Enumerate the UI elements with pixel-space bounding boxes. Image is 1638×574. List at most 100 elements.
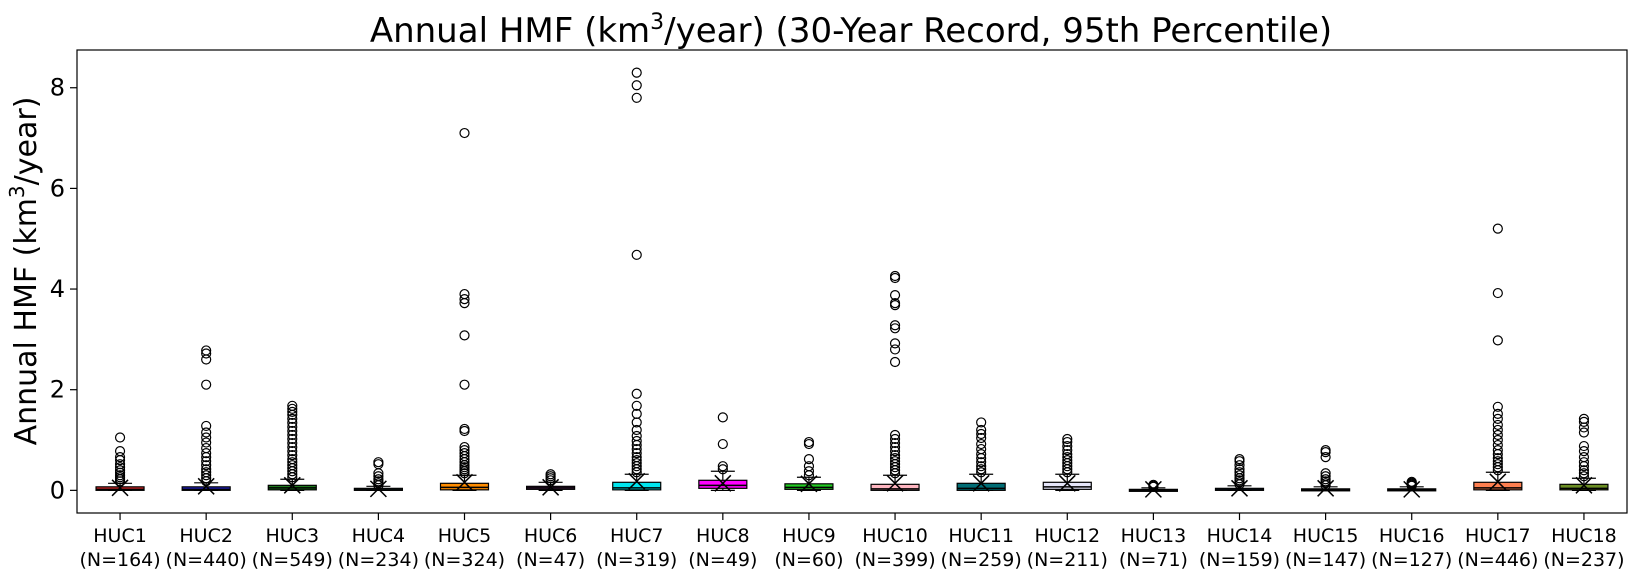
x-tick-label-name: HUC5 [438,525,492,547]
y-tick-label: 0 [50,476,65,504]
outlier-point [1492,459,1503,470]
outlier-point [1320,471,1331,482]
x-tick-label-name: HUC8 [696,525,750,547]
outlier-point [889,300,901,311]
outlier-point [287,406,298,417]
outlier-point [1578,457,1590,468]
outlier-point [1578,465,1590,476]
outlier-point [631,443,642,455]
outlier-point [1578,416,1590,428]
outlier-point [287,437,298,449]
x-tick-label-name: HUC3 [265,525,319,547]
mean-marker [1058,474,1076,492]
outlier-point [717,461,728,472]
mean-marker [800,475,818,493]
box [439,482,490,491]
outlier-point [201,442,212,454]
outlier-point [1234,464,1245,475]
x-tick-label-name: HUC1 [93,525,147,547]
outlier-point [1492,419,1503,431]
outlier-point [1320,468,1331,479]
x-tick-label-name: HUC15 [1293,525,1359,547]
outlier-point [717,464,728,475]
mean-marker [1575,476,1593,494]
outlier-point [1492,223,1503,234]
outlier-point [717,438,728,450]
outlier-point [976,417,987,428]
mean-marker [972,474,990,492]
outlier-point [1492,453,1503,464]
x-tick-label-count: (N=164) [79,549,160,571]
outlier-point [459,441,470,453]
outlier-point [1234,470,1245,481]
x-tick-label-name: HUC2 [179,525,233,547]
outlier-point [631,452,642,463]
x-tick-label-name: HUC6 [524,525,578,547]
outlier-point [201,456,212,467]
x-tick-label-count: (N=60) [774,549,843,571]
x-tick-label-count: (N=440) [166,549,247,571]
outlier-point [373,459,384,470]
axes-frame [76,49,1628,514]
x-tick-label-name: HUC10 [862,525,928,547]
outlier-point [889,450,901,461]
outlier-point [717,412,728,423]
outlier-point [114,452,126,463]
outlier-point [1234,454,1245,465]
mean-marker [714,474,732,492]
outlier-point [287,413,298,424]
outlier-point [1062,455,1073,466]
x-tick-label-name: HUC18 [1551,525,1617,547]
y-tick-label: 8 [50,74,65,102]
outlier-point [889,429,901,441]
outlier-point [889,445,901,457]
outlier-point [1492,439,1503,451]
outlier-point [1492,401,1503,412]
outlier-point [201,470,212,481]
x-tick-label-count: (N=237) [1543,549,1624,571]
outlier-point [889,270,901,282]
mean-marker [197,477,215,495]
outlier-point [114,462,126,473]
outlier-point [976,461,987,472]
outlier-point [201,448,212,459]
mean-marker [1230,479,1249,497]
outlier-point [889,289,901,301]
y-tick-label: 4 [50,275,65,303]
y-axis-label: Annual HMF (km3/year) [5,97,44,446]
outlier-point [631,92,642,103]
outlier-point [1234,467,1245,478]
plot-layer: 0 2 4 6 8 HUC1(N=164) HUC2(N=440) HUC3(N=549) HU… [50,67,1625,571]
x-tick-label-name: HUC12 [1034,525,1100,547]
outlier-point [459,379,470,390]
mean-marker [369,480,387,498]
outlier-point [287,417,298,429]
outlier-point [803,466,815,477]
outlier-point [1578,427,1590,438]
x-tick-label-count: (N=446) [1457,549,1538,571]
outlier-point [976,432,987,444]
x-tick-label-count: (N=159) [1199,549,1280,571]
box [612,481,662,491]
outlier-point [1320,444,1331,456]
outlier-point [1320,474,1331,485]
x-tick-label-name: HUC13 [1121,525,1187,547]
chart-title: Annual HMF (km3/year) (30-Year Record, 9… [370,10,1332,51]
outlier-point [889,456,901,467]
outlier-point [287,429,298,441]
x-tick-label-name: HUC16 [1379,525,1445,547]
x-tick-label-name: HUC9 [782,525,836,547]
mean-marker [886,474,904,492]
outlier-point [201,432,212,443]
outlier-point [1062,452,1073,463]
x-tick-label-count: (N=127) [1371,549,1452,571]
outlier-point [373,457,384,468]
outlier-point [631,435,642,447]
x-tick-label-count: (N=147) [1285,549,1366,571]
outlier-point [631,408,642,419]
x-tick-label-name: HUC17 [1465,525,1531,547]
outlier-point [631,400,642,411]
outlier-point [1578,468,1590,479]
outlier-point [545,469,556,480]
